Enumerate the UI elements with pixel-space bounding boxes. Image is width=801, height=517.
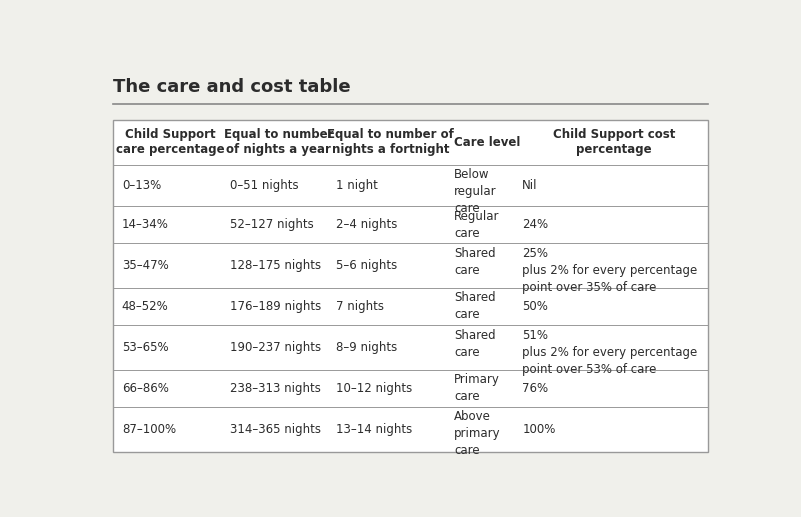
Text: 50%: 50% xyxy=(522,300,548,313)
Text: 48–52%: 48–52% xyxy=(122,300,168,313)
Text: Shared
care: Shared care xyxy=(454,292,496,322)
Bar xyxy=(112,120,708,452)
Text: Equal to number
of nights a year: Equal to number of nights a year xyxy=(223,128,333,156)
Text: Nil: Nil xyxy=(522,179,537,192)
Text: 8–9 nights: 8–9 nights xyxy=(336,341,397,354)
Text: Shared
care: Shared care xyxy=(454,247,496,277)
Text: 66–86%: 66–86% xyxy=(122,382,169,396)
Text: Care level: Care level xyxy=(454,135,521,149)
Text: 314–365 nights: 314–365 nights xyxy=(231,423,321,436)
Text: 128–175 nights: 128–175 nights xyxy=(231,260,322,272)
Text: 2–4 nights: 2–4 nights xyxy=(336,218,397,232)
Text: Regular
care: Regular care xyxy=(454,209,500,239)
Text: The care and cost table: The care and cost table xyxy=(112,78,350,96)
Text: 190–237 nights: 190–237 nights xyxy=(231,341,322,354)
Text: 35–47%: 35–47% xyxy=(122,260,168,272)
Text: 51%
plus 2% for every percentage
point over 53% of care: 51% plus 2% for every percentage point o… xyxy=(522,329,698,375)
Text: 76%: 76% xyxy=(522,382,549,396)
Text: Primary
care: Primary care xyxy=(454,373,500,403)
Text: 5–6 nights: 5–6 nights xyxy=(336,260,397,272)
Text: Shared
care: Shared care xyxy=(454,329,496,359)
Text: 87–100%: 87–100% xyxy=(122,423,176,436)
Text: 14–34%: 14–34% xyxy=(122,218,169,232)
Text: 53–65%: 53–65% xyxy=(122,341,168,354)
Text: 7 nights: 7 nights xyxy=(336,300,384,313)
Text: Child Support cost
percentage: Child Support cost percentage xyxy=(553,128,675,156)
Text: Child Support
care percentage: Child Support care percentage xyxy=(115,128,224,156)
Text: 10–12 nights: 10–12 nights xyxy=(336,382,413,396)
Text: 100%: 100% xyxy=(522,423,556,436)
Text: Above
primary
care: Above primary care xyxy=(454,410,501,458)
Text: 0–51 nights: 0–51 nights xyxy=(231,179,299,192)
Text: 25%
plus 2% for every percentage
point over 35% of care: 25% plus 2% for every percentage point o… xyxy=(522,247,698,294)
Text: 176–189 nights: 176–189 nights xyxy=(231,300,322,313)
Text: Equal to number of
nights a fortnight: Equal to number of nights a fortnight xyxy=(327,128,454,156)
Text: 24%: 24% xyxy=(522,218,549,232)
Text: 1 night: 1 night xyxy=(336,179,378,192)
Text: Below
regular
care: Below regular care xyxy=(454,168,497,215)
Text: 0–13%: 0–13% xyxy=(122,179,161,192)
Text: 13–14 nights: 13–14 nights xyxy=(336,423,413,436)
Text: 52–127 nights: 52–127 nights xyxy=(231,218,314,232)
Text: 238–313 nights: 238–313 nights xyxy=(231,382,321,396)
